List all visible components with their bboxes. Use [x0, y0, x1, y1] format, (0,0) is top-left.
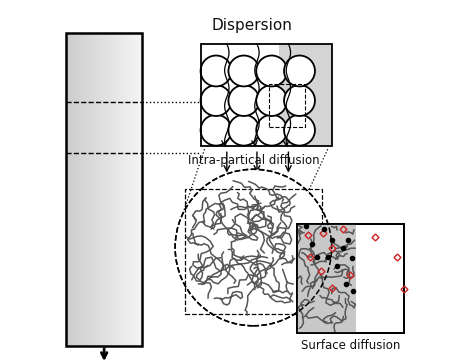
Bar [76, 33, 77, 346]
Bar [97, 33, 98, 346]
Bar [119, 33, 121, 346]
Bar [67, 33, 68, 346]
Circle shape [228, 85, 259, 116]
Bar [85, 33, 86, 346]
Bar [129, 33, 131, 346]
Bar [201, 44, 332, 146]
Circle shape [201, 56, 231, 86]
Bar [91, 33, 93, 346]
Bar [112, 33, 113, 346]
Bar [140, 33, 141, 346]
Text: Dispersion: Dispersion [211, 18, 292, 33]
Bar [126, 33, 127, 346]
Bar [113, 33, 114, 346]
Bar [138, 33, 140, 346]
Bar [134, 33, 135, 346]
Bar [279, 44, 332, 146]
Bar [269, 84, 304, 127]
Circle shape [256, 56, 287, 86]
Bar [121, 33, 122, 346]
Bar [135, 33, 136, 346]
Circle shape [201, 115, 231, 146]
Bar [104, 33, 105, 346]
Bar [66, 33, 67, 346]
Bar [98, 33, 99, 346]
Bar [297, 224, 404, 333]
Circle shape [256, 115, 287, 146]
Bar [109, 33, 110, 346]
Bar [75, 33, 76, 346]
Bar [128, 33, 129, 346]
Bar [118, 33, 119, 346]
Bar [101, 33, 103, 346]
Bar [125, 33, 126, 346]
Bar [105, 33, 107, 346]
Bar [141, 33, 142, 346]
Bar [88, 33, 89, 346]
Text: Surface diffusion: Surface diffusion [301, 339, 401, 352]
Bar [122, 33, 123, 346]
Bar [123, 33, 125, 346]
Bar [107, 33, 108, 346]
Bar [77, 33, 79, 346]
Circle shape [256, 85, 287, 116]
Bar [73, 33, 75, 346]
Bar [99, 33, 100, 346]
Bar [70, 33, 71, 346]
Bar [131, 33, 132, 346]
Bar [297, 224, 356, 333]
Bar [132, 33, 134, 346]
Bar [136, 33, 137, 346]
Circle shape [284, 56, 315, 86]
Bar [297, 224, 404, 333]
Circle shape [201, 85, 231, 116]
Bar [93, 33, 94, 346]
Bar [114, 33, 116, 346]
Circle shape [228, 56, 259, 86]
Bar [82, 33, 84, 346]
Bar [201, 44, 279, 146]
Bar [89, 33, 90, 346]
Bar [137, 33, 138, 346]
Bar [66, 33, 142, 346]
Bar [80, 33, 81, 346]
Bar [86, 33, 88, 346]
Bar [116, 33, 117, 346]
Bar [184, 189, 322, 314]
Bar [68, 33, 70, 346]
Bar [81, 33, 82, 346]
Bar [100, 33, 101, 346]
Bar [95, 33, 97, 346]
Circle shape [175, 169, 332, 326]
Bar [90, 33, 91, 346]
Bar [103, 33, 104, 346]
Text: Intra-partical diffusion: Intra-partical diffusion [188, 154, 319, 167]
Bar [117, 33, 118, 346]
Circle shape [228, 115, 259, 146]
Bar [84, 33, 85, 346]
Bar [110, 33, 112, 346]
Bar [108, 33, 109, 346]
Bar [79, 33, 80, 346]
Circle shape [284, 115, 315, 146]
Bar [94, 33, 95, 346]
Circle shape [284, 85, 315, 116]
Bar [71, 33, 73, 346]
Bar [127, 33, 128, 346]
